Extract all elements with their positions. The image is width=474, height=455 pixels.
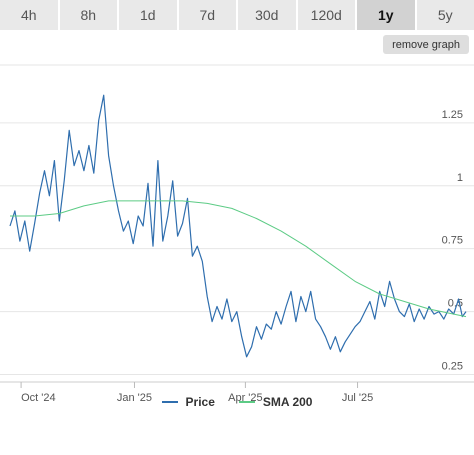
legend-item-price[interactable]: Price	[161, 395, 215, 409]
series-line-sma-200	[10, 200, 467, 318]
time-range-selector: 4h 8h 1d 7d 30d 120d 1y 5y	[0, 0, 474, 30]
range-tab-4h[interactable]: 4h	[0, 0, 60, 30]
legend-label: SMA 200	[262, 395, 313, 409]
chart-legend: Price SMA 200	[0, 393, 474, 411]
legend-swatch	[161, 401, 178, 403]
y-tick-label: 1.25	[442, 109, 463, 121]
x-tick-label: Jul '25	[342, 392, 373, 404]
range-tab-5y[interactable]: 5y	[416, 0, 474, 30]
legend-label: Price	[185, 395, 215, 409]
x-axis: Oct '24 Jan '25 Apr '25 Jul '25	[20, 382, 373, 404]
range-tab-1d[interactable]: 1d	[119, 0, 179, 30]
range-tab-30d[interactable]: 30d	[238, 0, 298, 30]
remove-graph-button[interactable]: remove graph	[383, 35, 469, 54]
range-tab-1y[interactable]: 1y	[357, 0, 417, 30]
y-tick-label: 0.25	[442, 360, 463, 372]
series-line-price	[9, 94, 467, 358]
chart-grid	[0, 64, 474, 383]
chart-series	[9, 94, 467, 358]
range-tab-120d[interactable]: 120d	[297, 0, 357, 30]
range-tab-8h[interactable]: 8h	[59, 0, 119, 30]
range-tab-7d[interactable]: 7d	[178, 0, 238, 30]
legend-item-sma-200[interactable]: SMA 200	[238, 395, 313, 409]
legend-swatch	[238, 401, 255, 403]
x-tick-label: Jan '25	[117, 392, 152, 404]
y-tick-label: 0.75	[442, 235, 463, 247]
y-tick-label: 1	[457, 172, 463, 184]
x-tick-label: Oct '24	[21, 392, 56, 404]
